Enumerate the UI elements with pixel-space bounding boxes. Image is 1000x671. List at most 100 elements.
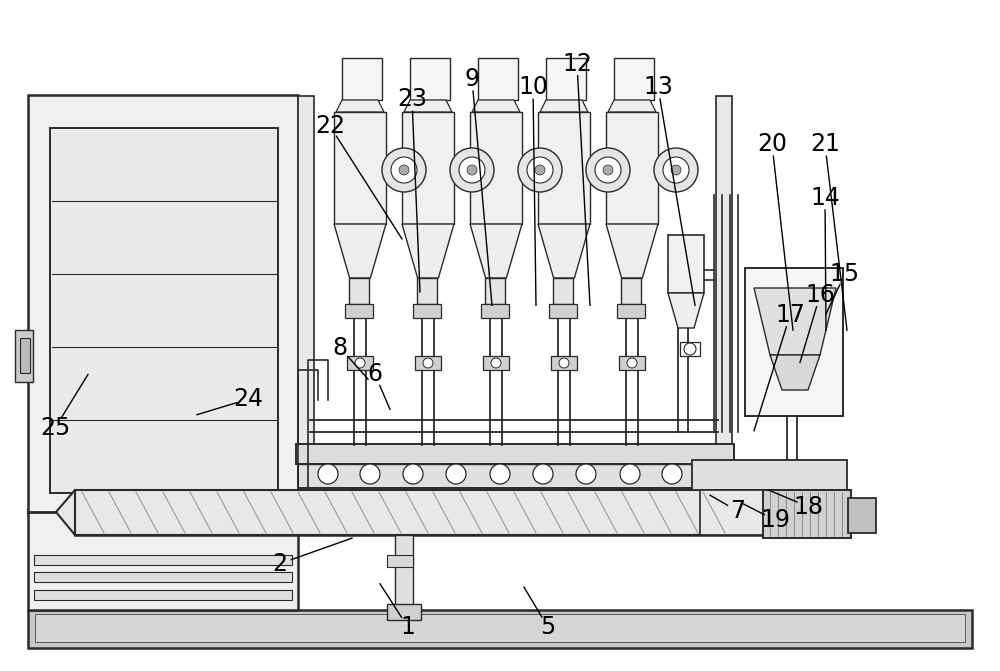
Bar xyxy=(75,490,763,535)
Polygon shape xyxy=(404,100,452,112)
Bar xyxy=(621,278,641,304)
Bar xyxy=(549,304,577,318)
Text: 7: 7 xyxy=(730,499,746,523)
Bar xyxy=(50,128,278,493)
Circle shape xyxy=(403,464,423,484)
Bar xyxy=(413,304,441,318)
Text: 13: 13 xyxy=(643,75,673,99)
Bar xyxy=(34,555,292,565)
Circle shape xyxy=(603,165,613,175)
Bar xyxy=(296,444,734,464)
Polygon shape xyxy=(606,224,658,278)
Bar xyxy=(617,304,645,318)
Bar xyxy=(763,490,851,538)
Bar xyxy=(347,356,373,370)
Circle shape xyxy=(559,358,569,368)
Bar xyxy=(345,304,373,318)
Circle shape xyxy=(576,464,596,484)
Bar xyxy=(680,342,700,356)
Circle shape xyxy=(423,358,433,368)
Bar xyxy=(28,95,298,610)
Polygon shape xyxy=(668,293,704,328)
Bar xyxy=(483,356,509,370)
Circle shape xyxy=(684,343,696,355)
Bar xyxy=(334,112,386,224)
Polygon shape xyxy=(770,355,820,390)
Bar xyxy=(745,268,843,416)
Text: 14: 14 xyxy=(810,186,840,210)
Circle shape xyxy=(318,464,338,484)
Bar xyxy=(342,58,382,100)
Text: 5: 5 xyxy=(540,615,556,639)
Bar xyxy=(700,490,838,535)
Text: 16: 16 xyxy=(805,283,835,307)
Text: 18: 18 xyxy=(793,495,823,519)
Text: 21: 21 xyxy=(810,132,840,156)
Circle shape xyxy=(467,165,477,175)
Bar xyxy=(349,278,369,304)
Bar xyxy=(481,304,509,318)
Polygon shape xyxy=(538,224,590,278)
Text: 19: 19 xyxy=(760,508,790,532)
Circle shape xyxy=(527,157,553,183)
Circle shape xyxy=(535,165,545,175)
Bar xyxy=(298,448,733,464)
Bar xyxy=(415,356,441,370)
Bar xyxy=(848,498,876,533)
Circle shape xyxy=(491,358,501,368)
Bar xyxy=(716,96,732,461)
Polygon shape xyxy=(754,288,836,355)
Circle shape xyxy=(399,165,409,175)
Text: 25: 25 xyxy=(40,416,70,440)
Bar xyxy=(478,58,518,100)
Text: 1: 1 xyxy=(401,615,415,639)
Bar xyxy=(298,96,314,461)
Bar xyxy=(387,604,421,620)
Bar xyxy=(34,590,292,600)
Text: 24: 24 xyxy=(233,387,263,411)
Text: 10: 10 xyxy=(518,75,548,99)
Bar xyxy=(20,338,30,373)
Text: 8: 8 xyxy=(332,336,348,360)
Text: 23: 23 xyxy=(397,87,427,111)
Bar xyxy=(28,610,972,648)
Circle shape xyxy=(662,464,682,484)
Polygon shape xyxy=(334,224,386,278)
Bar xyxy=(387,555,413,567)
Bar xyxy=(614,58,654,100)
Text: 2: 2 xyxy=(272,552,288,576)
Bar xyxy=(546,58,586,100)
Polygon shape xyxy=(608,100,656,112)
Circle shape xyxy=(360,464,380,484)
Bar xyxy=(692,460,847,490)
Bar xyxy=(15,330,33,382)
Bar xyxy=(606,112,658,224)
Text: 6: 6 xyxy=(368,362,382,386)
Bar xyxy=(298,460,733,488)
Circle shape xyxy=(671,165,681,175)
Polygon shape xyxy=(470,224,522,278)
Circle shape xyxy=(382,148,426,192)
Circle shape xyxy=(446,464,466,484)
Circle shape xyxy=(518,148,562,192)
Circle shape xyxy=(627,358,637,368)
Text: 22: 22 xyxy=(315,114,345,138)
Polygon shape xyxy=(56,490,75,535)
Bar xyxy=(538,112,590,224)
Bar xyxy=(35,614,965,642)
Bar xyxy=(551,356,577,370)
Circle shape xyxy=(586,148,630,192)
Bar xyxy=(410,58,450,100)
Circle shape xyxy=(355,358,365,368)
Circle shape xyxy=(450,148,494,192)
Bar xyxy=(619,356,645,370)
Circle shape xyxy=(459,157,485,183)
Circle shape xyxy=(663,157,689,183)
Polygon shape xyxy=(336,100,384,112)
Bar xyxy=(417,278,437,304)
Circle shape xyxy=(654,148,698,192)
Circle shape xyxy=(391,157,417,183)
Text: 20: 20 xyxy=(757,132,787,156)
Bar xyxy=(553,278,573,304)
Text: 12: 12 xyxy=(562,52,592,76)
